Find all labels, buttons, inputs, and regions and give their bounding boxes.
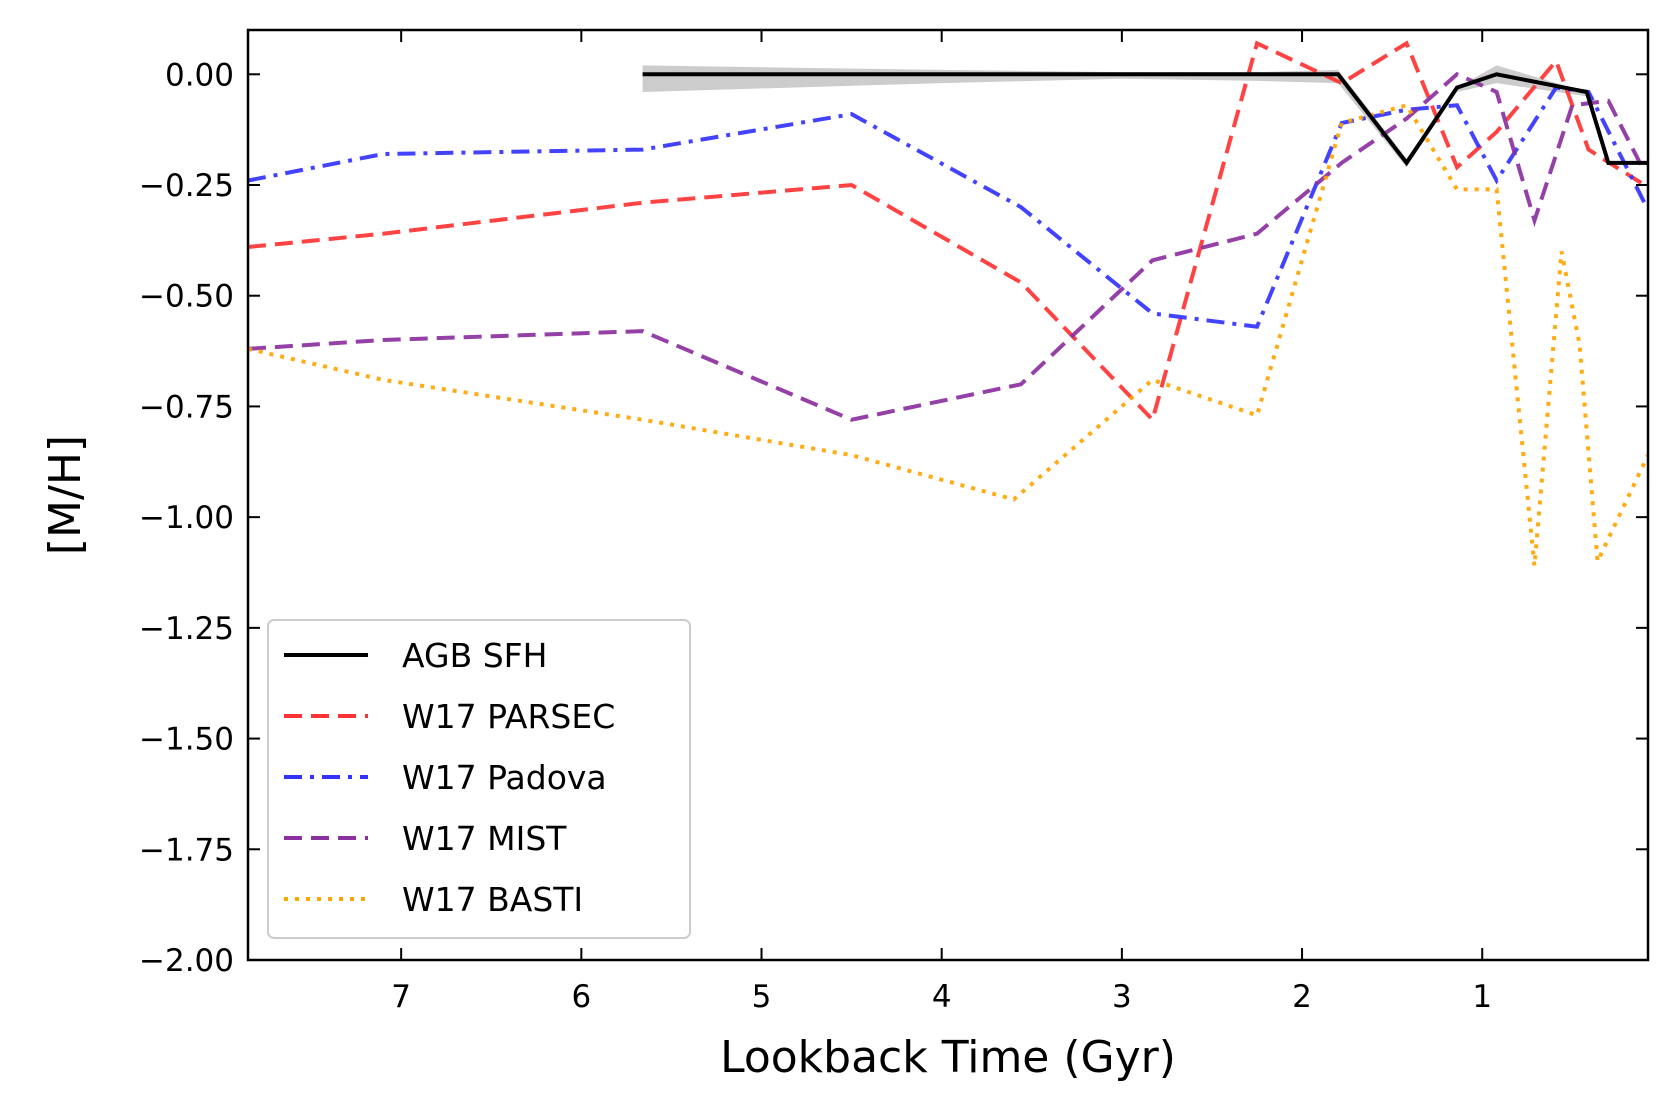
x-tick-label: 1 <box>1472 979 1492 1015</box>
x-tick-label: 7 <box>391 979 411 1015</box>
series-line-w17-parsec <box>248 40 1646 424</box>
tick-layer <box>248 30 1648 961</box>
x-axis-label: Lookback Time (Gyr) <box>720 1032 1176 1083</box>
legend-label: W17 PARSEC <box>402 697 615 736</box>
y-tick-label: −0.25 <box>139 168 234 204</box>
y-tick-label: −1.25 <box>139 611 234 647</box>
legend-label: W17 MIST <box>402 819 567 858</box>
y-tick-label: 0.00 <box>165 57 234 93</box>
series-line-w17-padova <box>248 85 1647 329</box>
x-tick-label: 3 <box>1112 979 1132 1015</box>
x-tick-labels: 7 6 5 4 3 2 1 <box>391 979 1492 1015</box>
y-tick-label: −0.75 <box>139 389 234 425</box>
y-tick-label: −1.50 <box>139 722 234 758</box>
y-tick-label: −2.00 <box>139 943 234 979</box>
legend: AGB SFH W17 PARSEC W17 Padova W17 MIST W17 B… <box>267 619 691 939</box>
series-line-w17-basti <box>248 102 1648 569</box>
legend-box <box>267 619 691 939</box>
x-tick-label: 4 <box>932 979 952 1015</box>
y-tick-labels: 0.00 −0.25 −0.50 −0.75 −1.00 −1.25 −1.50 −1.75 −… <box>139 57 234 979</box>
x-tick-label: 5 <box>752 979 772 1015</box>
legend-entries: AGB SFH W17 PARSEC W17 Padova W17 MIST W17 B… <box>284 636 615 919</box>
plot-frame <box>246 28 1650 962</box>
y-tick-label: −0.50 <box>139 279 234 315</box>
uncertainty-band-layer <box>642 65 1587 168</box>
uncertainty-band <box>642 65 1587 168</box>
legend-label: W17 Padova <box>402 758 607 797</box>
legend-label: AGB SFH <box>402 636 547 675</box>
series-line-agb-sfh <box>642 72 1648 167</box>
x-tick-label: 6 <box>571 979 591 1015</box>
y-tick-label: −1.00 <box>139 500 234 536</box>
x-tick-label: 2 <box>1292 979 1312 1015</box>
legend-label: W17 BASTI <box>402 880 583 919</box>
y-axis-label: [M/H] <box>40 435 91 555</box>
series-line-w17-mist <box>248 71 1647 422</box>
y-tick-label: −1.75 <box>139 832 234 868</box>
series-layer <box>248 40 1648 569</box>
